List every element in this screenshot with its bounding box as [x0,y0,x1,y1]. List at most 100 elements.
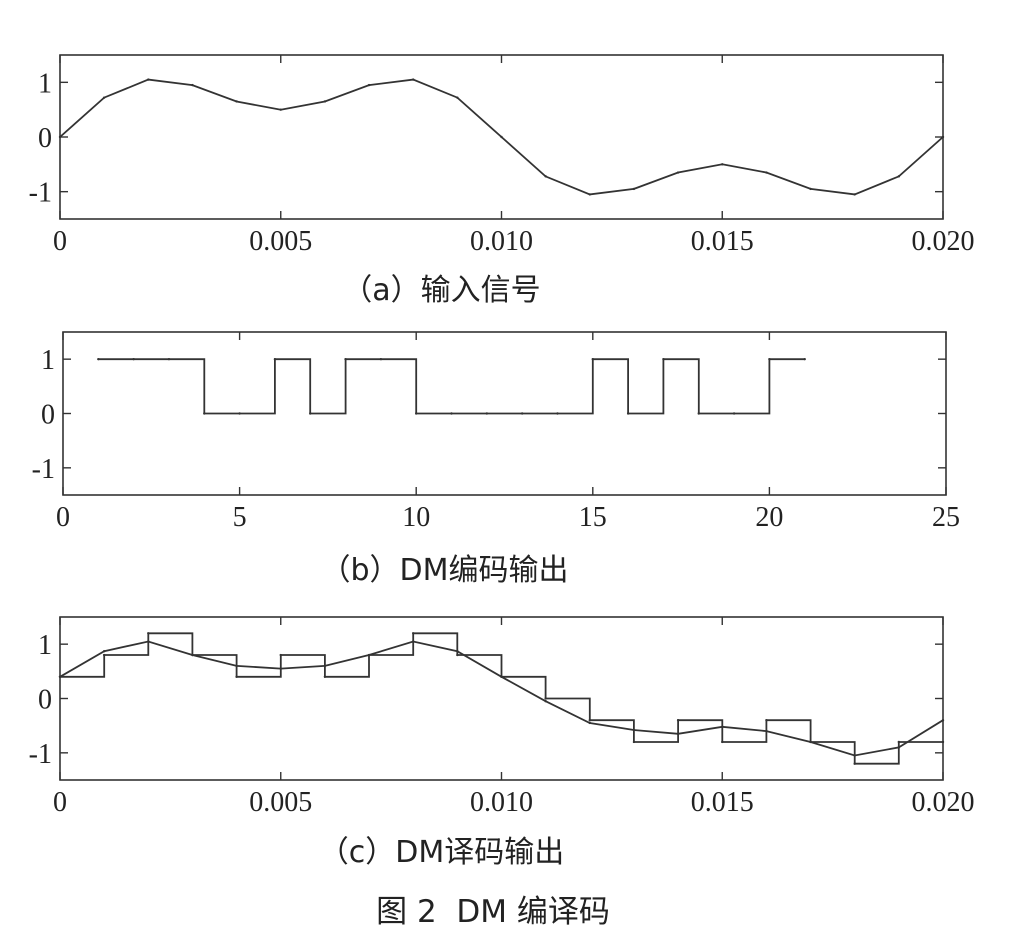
data-point [591,357,594,361]
data-point [58,135,62,139]
y-tick-label: 0 [38,685,52,716]
data-point [167,357,171,361]
x-tick-label: 0.020 [912,226,975,257]
y-tick-label: -1 [32,454,55,485]
data-point [58,675,62,678]
data-point [147,78,150,81]
data-point [544,700,547,703]
x-tick-label: 0.010 [470,787,533,818]
data-point [415,412,418,415]
data-point [323,675,327,678]
data-point [309,412,312,415]
data-point [588,193,591,196]
data-point [809,740,812,744]
x-tick-label: 0.005 [249,226,312,257]
data-point [632,187,636,191]
data-point [191,653,194,657]
data-point [279,653,282,657]
y-tick-label: 1 [41,345,55,376]
x-tick-label: 0 [53,226,67,257]
data-point [235,100,238,103]
data-point [676,171,680,174]
y-tick-label: 1 [38,630,52,661]
x-tick-label: 20 [755,502,783,533]
y-tick-label: 0 [41,400,55,431]
data-point [203,412,206,415]
data-point [803,357,806,361]
x-tick-label: 0.005 [249,787,312,818]
x-tick-label: 0 [56,502,70,533]
data-point [147,632,150,635]
data-point [456,96,459,99]
data-point [379,357,383,361]
x-tick-label: 25 [932,502,960,533]
data-point [132,357,135,361]
data-point [588,721,591,725]
data-point [456,653,459,657]
data-point [102,650,106,653]
data-point [588,719,591,722]
x-tick-label: 0.015 [691,226,754,257]
y-tick-label: 1 [38,68,52,99]
data-point [897,740,901,744]
data-point [191,83,194,87]
data-point [556,412,559,415]
data-point [721,163,724,166]
data-point [235,675,238,678]
series-line-c-1 [60,632,943,765]
data-point [412,632,415,635]
data-point [676,732,680,736]
data-point [412,640,415,643]
data-point [235,664,238,668]
data-point [765,729,768,733]
data-point [732,412,736,415]
data-point [500,135,503,139]
data-point [279,108,282,111]
data-point [323,100,327,103]
data-point [147,640,150,643]
data-point [97,357,100,361]
data-point [897,175,901,178]
y-tick-label: 0 [38,123,52,154]
data-point [520,412,524,415]
panel-caption-c: （c）DM译码输出 [319,835,564,870]
data-point [662,357,665,361]
data-point [721,725,724,728]
data-point [367,653,371,657]
data-point [941,719,945,722]
data-point [279,667,282,670]
data-point [676,719,680,722]
data-point [238,412,241,415]
data-point [626,412,630,415]
data-point [697,412,700,415]
data-point [897,746,901,749]
y-tick-label: -1 [29,178,52,209]
data-point [853,754,856,757]
data-point [102,653,106,657]
data-point [765,719,768,722]
data-point [450,412,453,415]
x-tick-label: 15 [579,502,607,533]
panel-caption-b: （b）DM编码输出 [320,553,568,588]
x-tick-label: 0 [53,787,67,818]
series-line-b-1 [98,358,805,415]
data-point [344,357,347,361]
data-point [544,697,547,700]
y-tick-label: -1 [29,739,52,770]
figure-caption: 图 2 DM 编译码 [376,894,610,930]
data-point [412,78,415,81]
data-point [485,412,489,415]
data-point [456,650,459,653]
x-tick-label: 0.015 [691,787,754,818]
data-point [721,740,724,744]
data-point [941,135,945,139]
x-tick-label: 5 [233,502,247,533]
data-point [853,762,856,765]
data-point [102,96,106,99]
data-point [632,728,636,732]
data-point [367,83,371,87]
